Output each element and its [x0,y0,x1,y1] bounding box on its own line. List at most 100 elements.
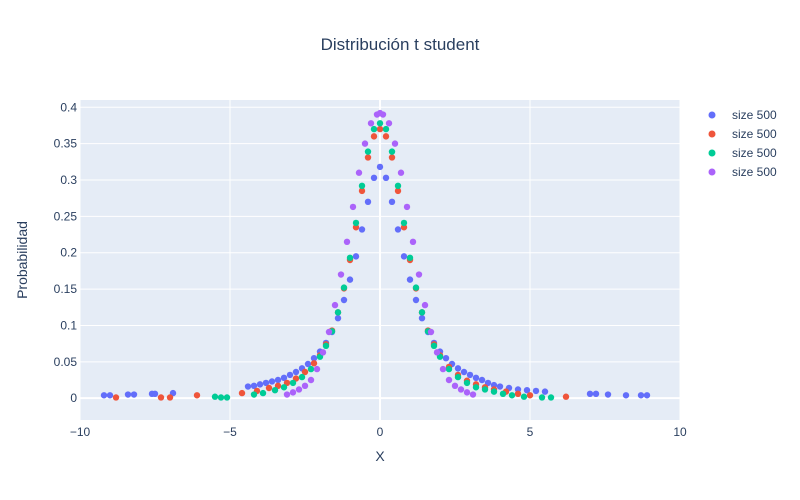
legend-marker [708,111,716,119]
data-point [469,391,477,398]
data-point [223,394,231,401]
data-point [166,394,174,401]
data-point [460,368,468,376]
x-tick-label: 10 [673,425,687,439]
legend-marker [708,130,716,138]
data-point [307,365,315,373]
data-point [265,384,273,392]
data-point [379,111,387,118]
legend-label: size 500 [732,127,777,141]
data-point [130,391,138,398]
series-3 [211,120,555,401]
y-tick-label: 0.25 [54,209,78,223]
data-point [442,354,450,362]
data-point [346,276,354,283]
data-point [433,349,441,356]
data-point [244,383,252,390]
data-point [445,365,453,373]
data-point [301,368,309,376]
data-point [412,296,420,304]
x-tick-label: 0 [377,425,384,439]
data-point [499,390,507,398]
data-point [421,301,429,309]
data-point [280,374,288,382]
series-4 [283,109,477,398]
data-point [286,371,294,379]
data-point [400,219,408,227]
data-point [100,392,108,399]
data-point [346,254,354,262]
data-point [370,174,378,182]
data-point [268,378,276,385]
data-point [394,187,402,195]
legend-item-2[interactable]: size 500 [708,127,778,141]
data-point [262,379,270,387]
data-point [388,198,396,206]
data-point [250,391,258,398]
legend[interactable]: size 500 size 500 size 500 size 500 [708,108,778,179]
data-point [157,394,165,401]
data-point [343,238,351,246]
data-point [388,154,396,161]
legend-item-1[interactable]: size 500 [708,108,778,122]
data-point [478,376,486,384]
data-point [463,379,471,387]
data-point [313,365,321,373]
data-point [412,284,420,291]
data-point [427,328,435,336]
data-point [259,389,267,397]
data-point [538,394,546,401]
data-point [541,388,549,395]
data-point [112,394,120,401]
data-point [301,382,309,390]
data-point [382,133,390,140]
data-point [382,174,390,182]
data-point [340,296,348,304]
data-point [289,379,297,387]
data-point [361,140,369,147]
data-point [364,198,372,206]
y-tick-label: 0.15 [54,282,78,296]
data-point [418,314,426,322]
y-tick-label: 0.2 [60,246,77,260]
data-point [193,392,201,399]
data-point [508,392,516,399]
data-point [454,373,462,381]
data-point [454,365,462,372]
data-point [280,384,288,391]
data-point [283,391,291,398]
data-point [622,392,630,399]
data-point [403,203,411,211]
data-point [349,203,357,211]
data-point [451,382,459,390]
data-point [217,394,225,401]
data-point [256,381,264,388]
data-point [358,182,366,190]
data-point [370,133,378,140]
data-point [547,394,555,401]
data-point [358,226,366,233]
data-point [310,360,318,367]
x-axis-title: X [375,448,385,464]
legend-item-3[interactable]: size 500 [708,146,778,160]
data-point [643,392,651,399]
data-point [439,365,447,373]
x-tick-label: −10 [70,425,91,439]
data-point [307,376,315,384]
data-point [340,284,348,291]
data-point [238,389,246,397]
data-point [310,354,318,362]
data-point [124,391,132,398]
data-point [526,392,534,399]
data-point [250,382,258,390]
data-point [295,386,303,393]
data-point [352,253,360,260]
data-point [274,376,282,384]
data-point [406,254,414,262]
legend-item-4[interactable]: size 500 [708,165,778,179]
data-point [520,393,528,400]
data-point [370,125,378,133]
data-point [490,388,498,395]
data-point [592,390,600,398]
chart-title: Distribución t student [321,35,480,54]
